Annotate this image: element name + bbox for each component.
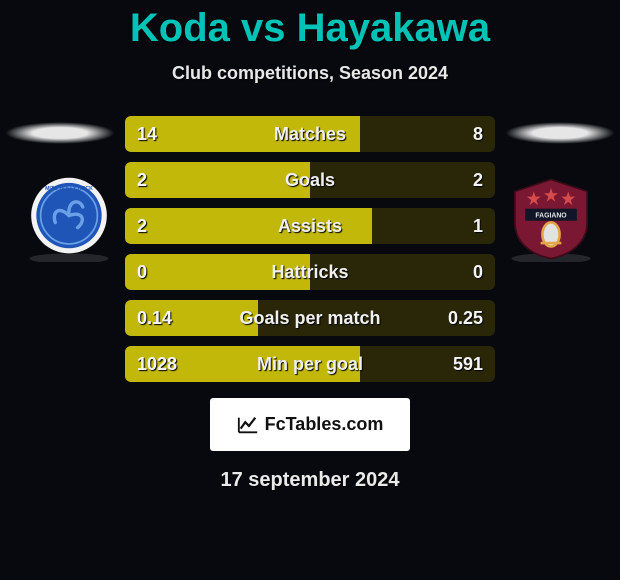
stat-label: Assists [125,208,495,244]
club-badge-left: MITO HOLLY HOCK [20,176,118,262]
root: Koda vs Hayakawa Club competitions, Seas… [0,0,620,492]
branding-text: FcTables.com [265,414,384,435]
branding-badge: FcTables.com [210,398,410,451]
stat-row: 14Matches8 [125,116,495,152]
player-shadow-left [5,122,115,144]
stat-label: Min per goal [125,346,495,382]
club-badge-left-svg: MITO HOLLY HOCK [20,176,118,262]
stat-value-right: 1 [461,208,495,244]
stat-row: 1028Min per goal591 [125,346,495,382]
stat-rows: 14Matches82Goals22Assists10Hattricks00.1… [125,116,495,382]
stat-row: 0Hattricks0 [125,254,495,290]
stat-label: Goals [125,162,495,198]
player-shadow-right [505,122,615,144]
stat-row: 2Goals2 [125,162,495,198]
stat-label: Hattricks [125,254,495,290]
comparison-arena: MITO HOLLY HOCK FAGIANO 14M [0,116,620,382]
stat-value-right: 0 [461,254,495,290]
page-subtitle: Club competitions, Season 2024 [0,63,620,84]
page-title: Koda vs Hayakawa [0,6,620,51]
stat-row: 2Assists1 [125,208,495,244]
club-badge-right: FAGIANO [502,176,600,262]
svg-text:MITO HOLLY HOCK: MITO HOLLY HOCK [45,186,93,192]
stat-value-right: 8 [461,116,495,152]
svg-text:FAGIANO: FAGIANO [535,212,567,219]
stat-row: 0.14Goals per match0.25 [125,300,495,336]
club-badge-right-svg: FAGIANO [502,176,600,262]
stat-value-right: 0.25 [436,300,495,336]
stat-label: Matches [125,116,495,152]
stat-value-right: 591 [441,346,495,382]
chart-icon [237,414,259,436]
stat-value-right: 2 [461,162,495,198]
footer-date: 17 september 2024 [0,469,620,492]
